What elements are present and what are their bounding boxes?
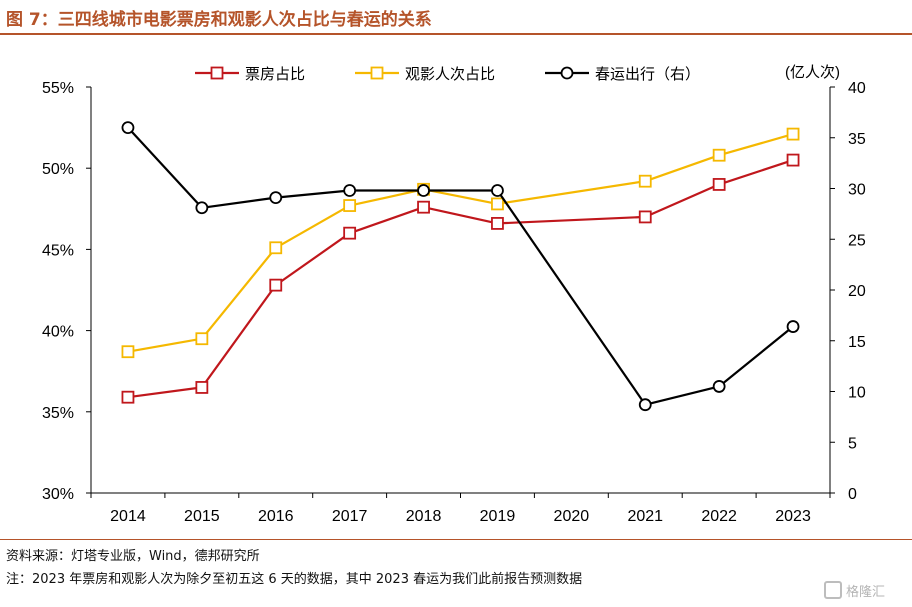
data-point-2 [195,201,209,215]
data-point-0 [786,153,800,167]
data-point-1 [343,199,357,212]
x-tick-label: 2023 [775,508,811,525]
watermark-text: 格隆汇 [846,584,886,600]
x-tick-label: 2020 [554,508,590,525]
y-right-unit-label: (亿人次) [785,64,840,81]
y-right-tick-label: 10 [848,385,866,402]
axes-group: 30% 35% 40% 45% 50% 55% 0 5 10 15 20 25 30 35 40 (亿人次) 2… [42,64,866,525]
data-point-1 [712,148,726,162]
x-tick-label: 2022 [701,508,737,525]
data-point-0 [712,178,726,191]
data-point-0 [269,278,283,292]
y-right-tick-label: 35 [848,131,866,148]
data-point-2 [121,121,135,134]
y-left-tick-label: 35% [42,405,74,422]
data-point-2 [786,320,800,333]
legend-marker-0 [210,66,224,80]
data-point-1 [491,197,504,211]
data-point-2 [269,191,283,205]
chart-title: 图 7：三四线城市电影票房和观影人次占比与春运的关系 [6,10,432,30]
data-point-0 [638,210,652,224]
data-point-1 [269,241,283,255]
data-point-1 [786,127,800,141]
y-left-tick-label: 45% [42,242,74,259]
x-tick-label: 2017 [332,508,368,525]
data-point-0 [491,217,504,230]
data-point-2 [491,184,504,197]
x-tick-label: 2016 [258,508,294,525]
y-right-tick-label: 15 [848,334,866,351]
legend-label-1: 观影人次占比 [405,66,495,83]
series-group [121,121,800,412]
legend-marker-1 [370,66,384,80]
series-line-1 [127,133,794,353]
data-point-0 [343,226,357,240]
x-tick-label: 2018 [406,508,442,525]
y-right-tick-label: 20 [848,283,866,300]
source-text: 资料来源：灯塔专业版，Wind，德邦研究所 [6,549,260,564]
data-point-2 [343,184,357,197]
legend-group: 票房占比 观影人次占比 春运出行（右） [195,66,700,83]
x-tick-label: 2019 [480,508,516,525]
x-tick-label: 2014 [110,508,146,525]
data-point-0 [417,200,430,214]
footnote-text: 注：2023 年票房和观影人次为除夕至初五这 6 天的数据，其中 2023 春运… [6,572,583,587]
legend-label-2: 春运出行（右） [595,66,700,83]
y-right-tick-label: 5 [848,435,857,452]
x-tick-label: 2021 [627,508,663,525]
y-right-tick-label: 40 [848,80,866,97]
data-point-2 [712,380,726,393]
y-right-tick-label: 25 [848,232,866,249]
y-right-tick-label: 0 [848,486,857,503]
legend-label-0: 票房占比 [245,66,305,83]
legend-marker-2 [560,66,574,80]
data-point-0 [195,381,209,394]
x-tick-label: 2015 [184,508,220,525]
footer-divider [0,539,912,540]
y-left-tick-label: 30% [42,486,74,503]
data-point-1 [638,174,652,188]
data-point-2 [638,398,652,412]
data-point-0 [121,390,135,404]
title-divider [0,33,912,35]
y-right-tick-label: 30 [848,182,866,199]
y-left-tick-label: 40% [42,324,74,341]
series-line-2 [127,126,794,406]
data-point-1 [195,332,209,346]
data-point-2 [417,184,430,197]
data-point-1 [121,345,135,359]
y-left-tick-label: 55% [42,80,74,97]
watermark-logo: 格隆汇 [824,579,906,601]
y-left-tick-label: 50% [42,161,74,178]
watermark-icon [824,581,842,599]
line-chart: 30% 35% 40% 45% 50% 55% 0 5 10 15 20 25 30 35 40 (亿人次) 2… [42,64,866,525]
